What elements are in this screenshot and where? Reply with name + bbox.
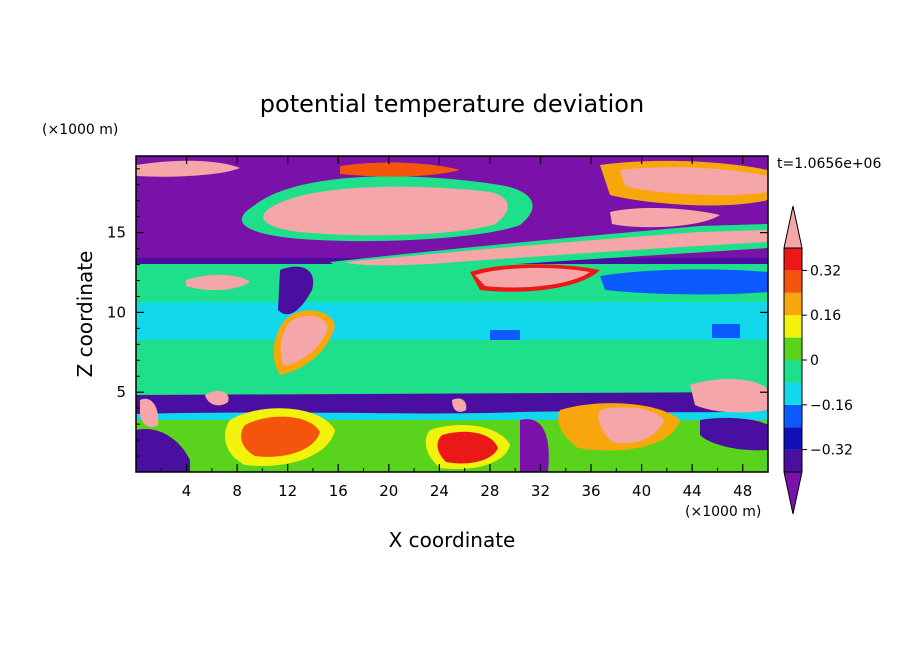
band-cyan-mid bbox=[136, 300, 768, 340]
region-bl-cool-right bbox=[700, 417, 768, 451]
region-bl-warm-1-core bbox=[241, 416, 320, 457]
colorbar-segment bbox=[784, 292, 802, 316]
x-tick-label: 36 bbox=[581, 482, 600, 500]
region-bl-warm-2-core bbox=[437, 431, 498, 464]
region-bl-pink-small bbox=[205, 390, 229, 406]
region-bl-cool-mid bbox=[520, 419, 549, 472]
region-bl-pink-mid bbox=[452, 398, 467, 412]
x-tick-label: 24 bbox=[430, 482, 449, 500]
x-tick-label: 40 bbox=[632, 482, 651, 500]
region-tropopause-core bbox=[345, 230, 768, 266]
time-label: t=1.0656e+06 bbox=[777, 156, 881, 172]
x-axis-ticks: 4 8 12 16 20 24 28 32 36 40 44 48 bbox=[160, 156, 752, 500]
region-left-upper-blob bbox=[186, 274, 250, 291]
colorbar-tick-label: 0.32 bbox=[810, 263, 841, 279]
x-tick-label: 4 bbox=[182, 482, 192, 500]
region-right-lobe bbox=[610, 208, 720, 228]
y-axis-label: Z coordinate bbox=[73, 251, 97, 378]
colorbar-tick-label: 0.16 bbox=[810, 308, 841, 324]
colorbar-segment bbox=[784, 315, 802, 338]
region-boundary-blue bbox=[136, 392, 768, 414]
region-top-left bbox=[136, 160, 240, 177]
region-bl-pink-left bbox=[140, 398, 159, 427]
chart-title: potential temperature deviation bbox=[260, 90, 644, 118]
contour-field bbox=[136, 156, 768, 472]
colorbar-segment bbox=[784, 404, 802, 428]
y-tick-label: 10 bbox=[107, 303, 126, 321]
x-tick-label: 20 bbox=[379, 482, 398, 500]
x-unit-label: (×1000 m) bbox=[685, 504, 761, 520]
region-blue-spot-right bbox=[712, 324, 740, 338]
colorbar-segment bbox=[784, 449, 802, 472]
colorbar-tick-label: 0 bbox=[810, 353, 819, 369]
region-blue-spot-mid bbox=[490, 330, 520, 340]
region-bl-pink-right bbox=[690, 378, 768, 413]
region-dark-column bbox=[278, 266, 314, 315]
colorbar-segment bbox=[784, 360, 802, 383]
x-axis-label: X coordinate bbox=[389, 528, 516, 552]
colorbar-segment bbox=[784, 248, 802, 271]
region-bl-warm-3-core bbox=[598, 407, 664, 444]
x-tick-label: 32 bbox=[531, 482, 550, 500]
y-tick-label: 15 bbox=[107, 224, 126, 242]
colorbar-segment bbox=[784, 382, 802, 405]
colorbar-segment bbox=[784, 270, 802, 293]
x-tick-label: 44 bbox=[683, 482, 702, 500]
x-tick-label: 8 bbox=[232, 482, 242, 500]
y-unit-label: (×1000 m) bbox=[42, 122, 118, 138]
x-tick-label: 48 bbox=[733, 482, 752, 500]
region-top-mid bbox=[340, 162, 460, 177]
colorbar-tick-label: −0.32 bbox=[810, 443, 853, 459]
band-green bbox=[136, 340, 768, 400]
region-right-blue-patch bbox=[600, 269, 768, 295]
x-tick-label: 12 bbox=[278, 482, 297, 500]
x-tick-label: 28 bbox=[480, 482, 499, 500]
region-bl-cool-left bbox=[136, 429, 190, 472]
y-tick-label: 5 bbox=[116, 383, 126, 401]
colorbar-segment bbox=[784, 427, 802, 450]
region-upper-warm-core bbox=[263, 186, 508, 236]
plot-frame bbox=[135, 155, 769, 473]
colorbar-under-triangle bbox=[783, 471, 803, 515]
colorbar-segment bbox=[784, 337, 802, 360]
colorbar-over-triangle bbox=[783, 205, 803, 249]
region-mid-right-core bbox=[475, 267, 590, 288]
x-tick-label: 16 bbox=[329, 482, 348, 500]
y-axis-ticks: 5 10 15 bbox=[107, 168, 768, 457]
region-convective-core bbox=[280, 315, 328, 366]
colorbar: 0.32 0.16 0 −0.16 −0.32 bbox=[783, 205, 853, 515]
region-upper-right-core bbox=[620, 167, 768, 196]
colorbar-tick-label: −0.16 bbox=[810, 398, 853, 414]
